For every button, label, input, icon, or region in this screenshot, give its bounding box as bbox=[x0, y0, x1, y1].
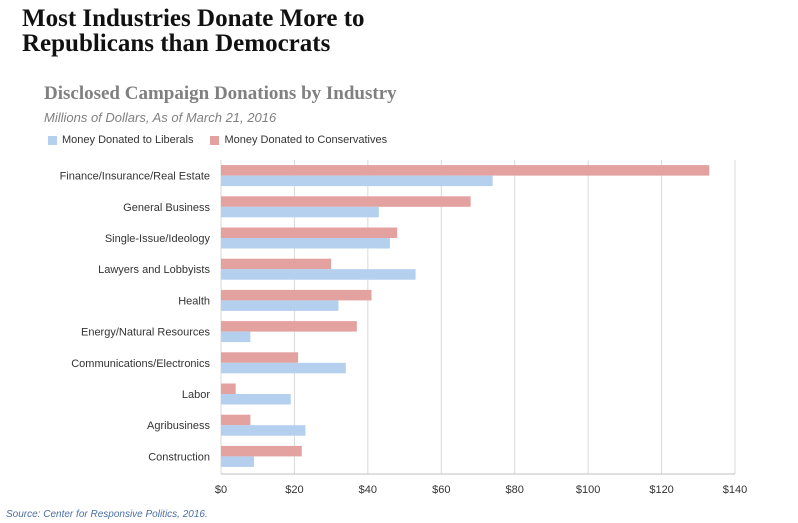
category-label-4: Health bbox=[178, 295, 210, 307]
bar-liberals-8 bbox=[221, 425, 306, 436]
bar-conservatives-1 bbox=[221, 196, 471, 207]
bar-conservatives-0 bbox=[221, 165, 710, 176]
headline-line-2: Republicans than Democrats bbox=[22, 30, 331, 57]
bar-liberals-2 bbox=[221, 238, 390, 249]
chart-legend: Money Donated to Liberals Money Donated … bbox=[48, 134, 404, 146]
category-label-8: Agribusiness bbox=[147, 420, 210, 432]
bar-conservatives-6 bbox=[221, 352, 299, 363]
bar-conservatives-2 bbox=[221, 227, 398, 238]
legend-label-liberals: Money Donated to Liberals bbox=[62, 134, 194, 146]
chart-title: Disclosed Campaign Donations by Industry bbox=[44, 83, 397, 104]
bar-conservatives-9 bbox=[221, 445, 302, 457]
bar-liberals-1 bbox=[221, 206, 379, 218]
legend-swatch-liberals bbox=[48, 135, 57, 145]
category-label-9: Construction bbox=[148, 451, 210, 463]
x-tick-label-4: $80 bbox=[506, 484, 524, 496]
bar-liberals-0 bbox=[221, 175, 493, 187]
category-label-1: General Business bbox=[123, 202, 210, 214]
category-label-6: Communications/Electronics bbox=[71, 358, 210, 370]
headline-line-1: Most Industries Donate More to bbox=[22, 5, 365, 32]
headline: Most Industries Donate More to Republica… bbox=[22, 6, 365, 56]
category-label-5: Energy/Natural Resources bbox=[81, 327, 211, 339]
bar-liberals-7 bbox=[221, 394, 291, 405]
bar-conservatives-8 bbox=[221, 414, 251, 426]
legend-item-conservatives: Money Donated to Conservatives bbox=[210, 134, 387, 146]
bar-liberals-9 bbox=[221, 456, 255, 467]
x-tick-label-5: $100 bbox=[576, 484, 600, 496]
chart-subtitle: Millions of Dollars, As of March 21, 201… bbox=[44, 110, 277, 125]
x-tick-label-1: $20 bbox=[285, 484, 303, 496]
bar-liberals-4 bbox=[221, 300, 339, 311]
bar-conservatives-3 bbox=[221, 258, 332, 270]
legend-swatch-conservatives bbox=[210, 135, 220, 145]
x-tick-label-7: $140 bbox=[723, 484, 747, 496]
legend-item-liberals: Money Donated to Liberals bbox=[48, 134, 193, 146]
bar-liberals-3 bbox=[221, 269, 416, 280]
x-tick-label-2: $40 bbox=[359, 484, 377, 496]
category-label-0: Finance/Insurance/Real Estate bbox=[60, 171, 210, 183]
source-note: Source: Center for Responsive Politics, … bbox=[6, 509, 208, 520]
bar-liberals-6 bbox=[221, 362, 346, 374]
x-tick-label-0: $0 bbox=[215, 484, 227, 496]
x-tick-label-6: $120 bbox=[649, 484, 673, 496]
category-label-7: Labor bbox=[182, 389, 210, 401]
bar-conservatives-4 bbox=[221, 289, 372, 301]
category-label-2: Single-Issue/Ideology bbox=[105, 233, 211, 245]
bar-conservatives-5 bbox=[221, 321, 357, 332]
bar-liberals-5 bbox=[221, 331, 251, 343]
x-tick-label-3: $60 bbox=[432, 484, 450, 496]
legend-label-conservatives: Money Donated to Conservatives bbox=[224, 134, 388, 146]
category-label-3: Lawyers and Lobbyists bbox=[98, 264, 210, 276]
bar-conservatives-7 bbox=[221, 383, 236, 394]
